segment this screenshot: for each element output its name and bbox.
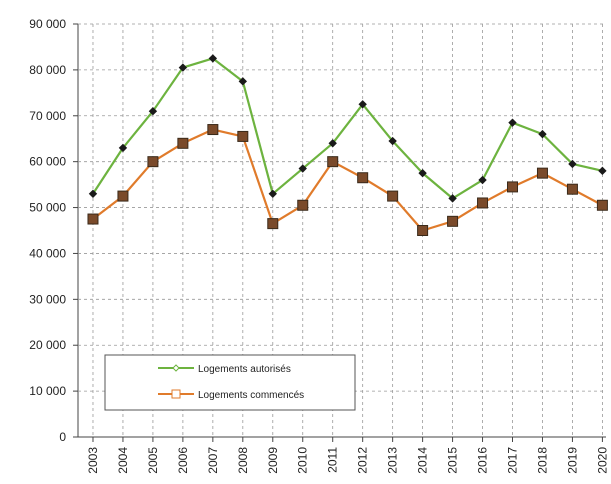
series-line-2: [92, 128, 603, 232]
x-tick-label: 2018: [535, 447, 549, 474]
y-tick-label: 60 000: [29, 155, 66, 169]
legend-items: Logements autorisés Logements commencés: [158, 364, 304, 401]
x-tick-label: 2008: [236, 447, 250, 474]
data-point-2: [87, 213, 99, 225]
x-tick-label: 2009: [266, 447, 280, 474]
data-point-2: [387, 190, 399, 202]
data-point-2: [477, 197, 489, 209]
data-point-1: [388, 136, 397, 146]
series-line-1: [92, 57, 603, 200]
x-tick-label: 2012: [356, 447, 370, 474]
y-tick-label: 20 000: [29, 338, 66, 352]
x-tick-label: 2005: [146, 447, 160, 474]
x-axis-ticks: 2003 2004 2005 2006 2007 2008 2009 2010 2011 2012…: [86, 437, 609, 474]
y-tick-label: 50 000: [29, 201, 66, 215]
x-tick-label: 2017: [506, 447, 520, 474]
data-point-2: [147, 156, 159, 168]
data-point-2: [207, 124, 219, 136]
data-point-1: [178, 63, 188, 72]
data-point-2: [327, 156, 339, 168]
data-point-1: [358, 100, 367, 109]
legend-swatch-marker: [171, 389, 181, 399]
data-point-1: [88, 189, 98, 198]
y-tick-label: 90 000: [29, 17, 66, 31]
data-point-2: [536, 167, 548, 179]
y-tick-label: 30 000: [29, 292, 66, 306]
data-point-2: [117, 190, 129, 202]
x-tick-label: 2014: [416, 447, 430, 474]
legend-box: [104, 354, 356, 411]
data-point-1: [118, 143, 128, 153]
y-tick-label: 0: [59, 430, 66, 444]
x-tick-label: 2011: [326, 447, 340, 473]
series-lines: [92, 57, 603, 232]
data-point-1: [568, 159, 577, 169]
y-tick-label: 80 000: [29, 63, 66, 77]
x-tick-label: 2003: [86, 447, 100, 474]
legend-label: Logements commencés: [198, 390, 304, 401]
data-point-1: [238, 77, 248, 86]
series-markers: [87, 54, 608, 236]
y-tick-label: 70 000: [29, 109, 66, 123]
x-tick-label: 2020: [595, 447, 609, 474]
x-tick-label: 2004: [116, 447, 130, 474]
data-point-2: [596, 199, 608, 211]
data-point-2: [566, 183, 578, 195]
data-point-1: [538, 129, 547, 139]
data-point-1: [448, 194, 457, 203]
x-tick-label: 2007: [206, 447, 220, 474]
x-tick-label: 2016: [476, 447, 490, 474]
x-tick-label: 2013: [386, 447, 400, 474]
data-point-2: [237, 130, 249, 142]
data-point-2: [297, 199, 309, 211]
data-point-2: [507, 181, 519, 193]
data-point-1: [478, 175, 487, 185]
data-point-2: [447, 215, 459, 227]
y-axis-ticks: 0 10 000 20 000 30 000 40 000 50 000 60 000 70 …: [29, 17, 78, 444]
data-point-1: [508, 118, 517, 127]
data-point-1: [418, 168, 427, 178]
data-point-2: [357, 172, 369, 184]
x-tick-label: 2006: [176, 447, 190, 474]
data-point-1: [268, 189, 277, 198]
data-point-2: [177, 137, 189, 149]
data-point-1: [598, 166, 607, 176]
data-point-1: [298, 164, 307, 173]
data-point-2: [417, 225, 429, 236]
data-point-2: [267, 218, 279, 230]
y-tick-label: 40 000: [29, 246, 66, 260]
x-tick-label: 2010: [296, 447, 310, 474]
legend-label: Logements autorisés: [198, 364, 291, 375]
data-point-1: [208, 54, 218, 63]
y-tick-label: 10 000: [29, 384, 66, 398]
x-tick-label: 2019: [565, 447, 579, 474]
legend-swatch-marker: [172, 364, 180, 372]
x-tick-label: 2015: [446, 447, 460, 474]
legend: Logements autorisés Logements commencés: [104, 354, 356, 411]
data-point-1: [328, 139, 337, 148]
data-point-1: [148, 106, 158, 116]
